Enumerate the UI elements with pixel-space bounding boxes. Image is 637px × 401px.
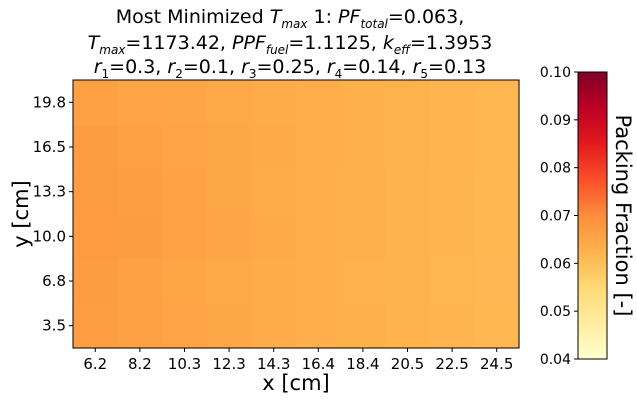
heatmap-cell: [296, 303, 342, 349]
heatmap-cell: [73, 124, 119, 170]
y-tick-label: 6.8: [42, 272, 66, 290]
heatmap-cell: [251, 214, 297, 260]
heatmap-cell: [206, 80, 252, 126]
y-tick-label: 16.5: [33, 138, 66, 156]
heatmap-cell: [474, 258, 520, 304]
y-tick-label: 19.8: [33, 93, 66, 111]
heatmap-cell: [73, 303, 119, 349]
colorbar-tick-label: 0.08: [540, 161, 571, 177]
heatmap-cell: [340, 214, 386, 260]
chart-title-line-3: r1=0.3, r2=0.1, r3=0.25, r4=0.14, r5=0.1…: [93, 56, 487, 81]
heatmap-cell: [296, 169, 342, 215]
x-tick-label: 12.3: [212, 355, 245, 373]
heatmap-cell: [206, 124, 252, 170]
heatmap-cell: [429, 169, 475, 215]
heatmap-cell: [296, 80, 342, 126]
heatmap-cell: [73, 214, 119, 260]
heatmap-cell: [429, 303, 475, 349]
heatmap-cell: [117, 169, 163, 215]
heatmap-cell: [474, 124, 520, 170]
colorbar-tick-label: 0.06: [540, 256, 571, 272]
heatmap-cell: [340, 303, 386, 349]
heatmap-cell: [162, 80, 208, 126]
colorbar-tick-label: 0.10: [540, 65, 571, 81]
heatmap-cell: [385, 124, 431, 170]
x-tick-label: 24.5: [480, 355, 513, 373]
heatmap-cell: [340, 80, 386, 126]
heatmap-cell: [296, 214, 342, 260]
heatmap-cell: [206, 303, 252, 349]
heatmap-cell: [296, 258, 342, 304]
x-tick-label: 14.3: [257, 355, 290, 373]
heatmap-cell: [251, 80, 297, 126]
heatmap-cell: [117, 258, 163, 304]
heatmap-cell: [73, 80, 119, 126]
heatmap-cell: [162, 258, 208, 304]
heatmap-cell: [251, 258, 297, 304]
heatmap-cell: [429, 214, 475, 260]
heatmap-cell: [117, 80, 163, 126]
heatmap-cell: [117, 303, 163, 349]
colorbar-tick-label: 0.07: [540, 209, 571, 225]
heatmap-cell: [162, 303, 208, 349]
x-tick-label: 6.2: [83, 355, 107, 373]
x-tick-label: 22.5: [435, 355, 468, 373]
y-tick-label: 10.0: [33, 227, 66, 245]
colorbar-label: Packing Fraction [-]: [611, 115, 635, 317]
heatmap-cell: [385, 214, 431, 260]
heatmap-cell: [385, 80, 431, 126]
plot-frame: [72, 79, 520, 349]
heatmap-cell: [429, 258, 475, 304]
heatmap-cell: [296, 124, 342, 170]
heatmap-cell: [117, 124, 163, 170]
heatmap-cell: [162, 214, 208, 260]
colorbar-ticks: 0.10 0.09 0.08 0.07 0.06 0.05 0.04: [540, 65, 578, 368]
heatmap-cell: [162, 124, 208, 170]
colorbar: [577, 71, 608, 360]
heatmap-cell: [429, 124, 475, 170]
heatmap-cell: [340, 258, 386, 304]
x-axis-ticks: 6.2 8.2 10.3 12.3 14.3 16.4 18.4 20.5 22.5 24.5: [83, 348, 513, 373]
heatmap-cell: [251, 124, 297, 170]
x-tick-label: 20.5: [391, 355, 424, 373]
x-tick-label: 8.2: [128, 355, 152, 373]
heatmap-cell: [474, 214, 520, 260]
heatmap-cell: [340, 124, 386, 170]
heatmap-cell: [251, 303, 297, 349]
heatmap-cell: [385, 258, 431, 304]
heatmap-cell: [251, 169, 297, 215]
y-tick-label: 13.3: [33, 183, 66, 201]
heatmap-cell: [73, 258, 119, 304]
heatmap-cell: [385, 169, 431, 215]
heatmap-cell: [206, 258, 252, 304]
heatmap-cell: [474, 80, 520, 126]
heatmap-cell: [385, 303, 431, 349]
x-tick-label: 10.3: [168, 355, 201, 373]
colorbar-tick-label: 0.09: [540, 113, 571, 129]
heatmap-cell: [73, 169, 119, 215]
chart-title-line-2: Tmax=1173.42, PPFfuel=1.1125, keff=1.395…: [87, 32, 493, 57]
y-tick-label: 3.5: [42, 317, 66, 335]
x-tick-label: 16.4: [302, 355, 335, 373]
x-tick-label: 18.4: [346, 355, 379, 373]
heatmap-cell: [117, 214, 163, 260]
chart-title-line-1: Most Minimized Tmax 1: PFtotal=0.063,: [115, 6, 465, 31]
heatmap-cell: [474, 303, 520, 349]
heatmap-cell: [429, 80, 475, 126]
colorbar-tick-label: 0.04: [540, 352, 571, 368]
x-axis-label: x [cm]: [262, 371, 330, 395]
heatmap-cells: [73, 80, 520, 349]
heatmap-cell: [340, 169, 386, 215]
heatmap-cell: [206, 169, 252, 215]
colorbar-tick-label: 0.05: [540, 304, 571, 320]
heatmap-cell: [162, 169, 208, 215]
heatmap-cell: [206, 214, 252, 260]
y-axis-label: y [cm]: [9, 180, 33, 248]
heatmap-cell: [474, 169, 520, 215]
y-axis-ticks: 19.8 16.5 13.3 10.0 6.8 3.5: [33, 93, 73, 335]
